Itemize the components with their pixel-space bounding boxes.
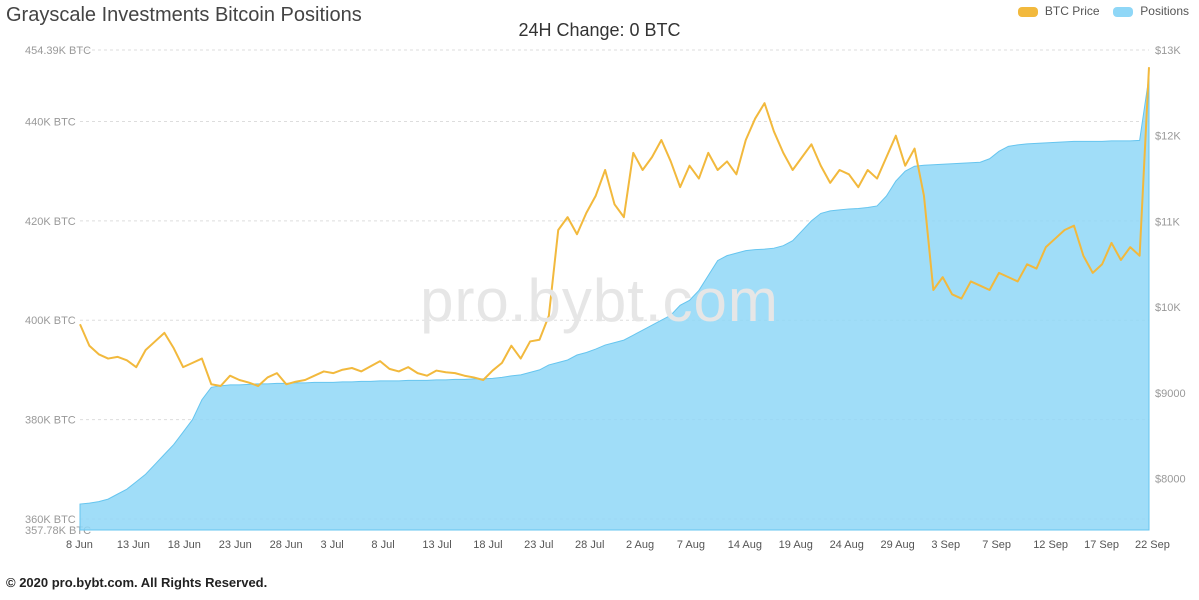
svg-text:23 Jul: 23 Jul xyxy=(524,539,553,551)
svg-text:420K BTC: 420K BTC xyxy=(25,216,76,228)
svg-text:3 Sep: 3 Sep xyxy=(931,539,960,551)
svg-text:13 Jun: 13 Jun xyxy=(117,539,150,551)
svg-text:14 Aug: 14 Aug xyxy=(728,539,762,551)
svg-text:12 Sep: 12 Sep xyxy=(1033,539,1068,551)
svg-text:7 Sep: 7 Sep xyxy=(982,539,1011,551)
legend-label-price: BTC Price xyxy=(1045,4,1100,18)
svg-text:$12K: $12K xyxy=(1155,131,1181,143)
chart-svg: 454.39K BTC 440K BTC 420K BTC 400K BTC 380K … xyxy=(0,40,1199,560)
svg-text:19 Aug: 19 Aug xyxy=(779,539,813,551)
svg-text:17 Sep: 17 Sep xyxy=(1084,539,1119,551)
svg-text:8 Jul: 8 Jul xyxy=(371,539,394,551)
svg-text:7 Aug: 7 Aug xyxy=(677,539,705,551)
svg-text:380K BTC: 380K BTC xyxy=(25,415,76,427)
svg-text:18 Jul: 18 Jul xyxy=(473,539,502,551)
svg-text:28 Jul: 28 Jul xyxy=(575,539,604,551)
legend: BTC Price Positions xyxy=(1008,4,1189,18)
svg-text:454.39K BTC: 454.39K BTC xyxy=(25,45,91,57)
legend-swatch-price xyxy=(1018,7,1038,17)
svg-text:$10K: $10K xyxy=(1155,302,1181,314)
svg-text:22 Sep: 22 Sep xyxy=(1135,539,1170,551)
svg-text:24 Aug: 24 Aug xyxy=(830,539,864,551)
svg-text:2 Aug: 2 Aug xyxy=(626,539,654,551)
legend-label-positions: Positions xyxy=(1140,4,1189,18)
legend-swatch-positions xyxy=(1113,7,1133,17)
svg-text:3 Jul: 3 Jul xyxy=(321,539,344,551)
svg-text:8 Jun: 8 Jun xyxy=(66,539,93,551)
positions-area xyxy=(80,77,1149,530)
svg-text:29 Aug: 29 Aug xyxy=(880,539,914,551)
svg-text:$8000: $8000 xyxy=(1155,474,1186,486)
svg-text:13 Jul: 13 Jul xyxy=(422,539,451,551)
footer-text: © 2020 pro.bybt.com. All Rights Reserved… xyxy=(6,575,267,590)
svg-text:$9000: $9000 xyxy=(1155,388,1186,400)
svg-text:18 Jun: 18 Jun xyxy=(168,539,201,551)
svg-text:28 Jun: 28 Jun xyxy=(270,539,303,551)
chart-subtitle: 24H Change: 0 BTC xyxy=(0,20,1199,41)
svg-text:$13K: $13K xyxy=(1155,45,1181,57)
svg-text:$11K: $11K xyxy=(1155,216,1181,228)
svg-text:23 Jun: 23 Jun xyxy=(219,539,252,551)
svg-text:400K BTC: 400K BTC xyxy=(25,315,76,327)
svg-text:440K BTC: 440K BTC xyxy=(25,116,76,128)
